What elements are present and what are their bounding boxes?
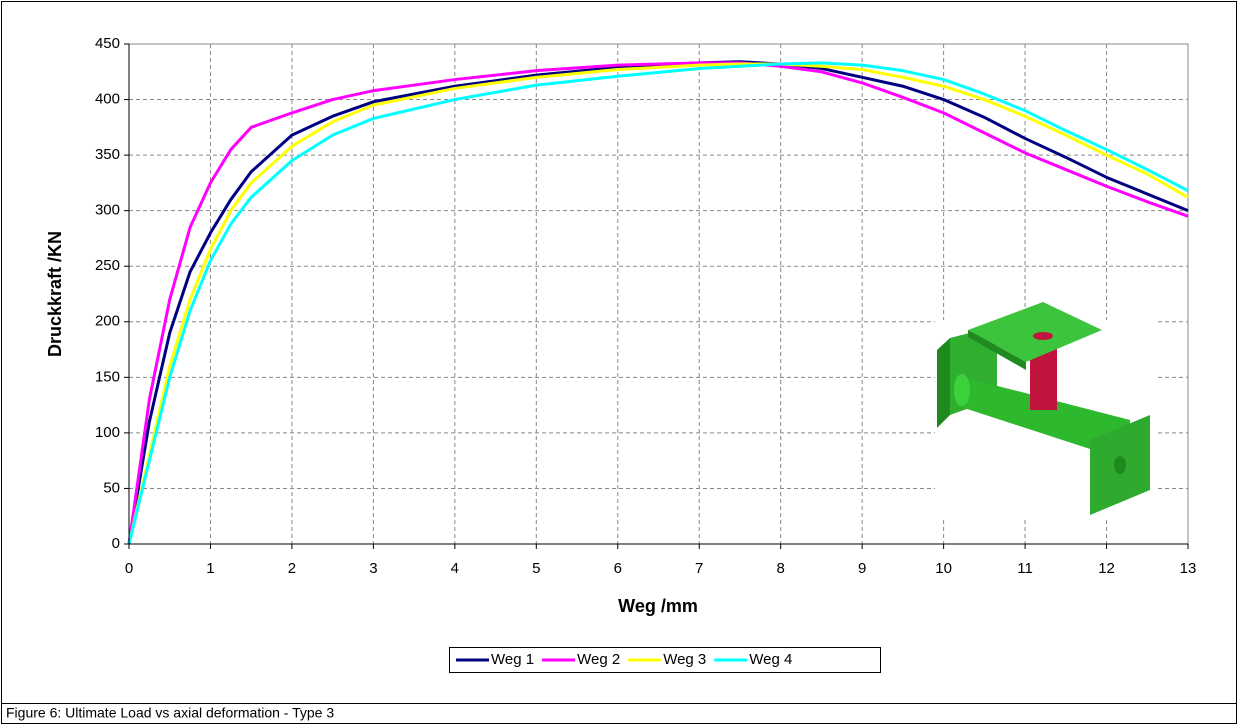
- y-tick-label: 350: [95, 146, 120, 163]
- y-tick-label: 0: [112, 535, 120, 552]
- y-axis-label: Druckkraft /KN: [45, 231, 65, 357]
- x-tick-label: 8: [777, 560, 785, 577]
- hole: [1114, 456, 1126, 474]
- x-tick-label: 4: [451, 560, 459, 577]
- legend-label: Weg 3: [663, 651, 706, 668]
- inset-part: [935, 302, 1155, 520]
- x-tick-label: 6: [614, 560, 622, 577]
- legend-label: Weg 2: [577, 651, 620, 668]
- end-plate: [937, 338, 950, 428]
- x-tick-label: 3: [369, 560, 377, 577]
- x-tick-label: 1: [206, 560, 214, 577]
- x-tick-label: 9: [858, 560, 866, 577]
- x-tick-label: 10: [935, 560, 952, 577]
- y-tick-label: 100: [95, 424, 120, 441]
- tube-end: [954, 374, 970, 406]
- x-tick-label: 0: [125, 560, 133, 577]
- x-axis-label: Weg /mm: [618, 596, 698, 616]
- chart: Figure 6: Ultimate Load vs axial deforma…: [0, 0, 1239, 726]
- x-tick-label: 2: [288, 560, 296, 577]
- y-tick-label: 450: [95, 35, 120, 52]
- y-tick-label: 250: [95, 257, 120, 274]
- y-tick-label: 200: [95, 313, 120, 330]
- caption: Figure 6: Ultimate Load vs axial deforma…: [6, 705, 334, 721]
- y-tick-label: 400: [95, 91, 120, 108]
- y-tick-label: 150: [95, 368, 120, 385]
- hole: [1033, 332, 1053, 340]
- x-tick-label: 11: [1017, 560, 1033, 577]
- y-tick-label: 50: [103, 479, 120, 496]
- y-tick-label: 300: [95, 202, 120, 219]
- legend-label: Weg 4: [749, 651, 792, 668]
- x-tick-label: 13: [1180, 560, 1197, 577]
- x-tick-label: 5: [532, 560, 540, 577]
- page: Figure 6: Ultimate Load vs axial deforma…: [0, 0, 1239, 726]
- x-tick-label: 7: [695, 560, 703, 577]
- legend-label: Weg 1: [491, 651, 534, 668]
- x-tick-label: 12: [1098, 560, 1115, 577]
